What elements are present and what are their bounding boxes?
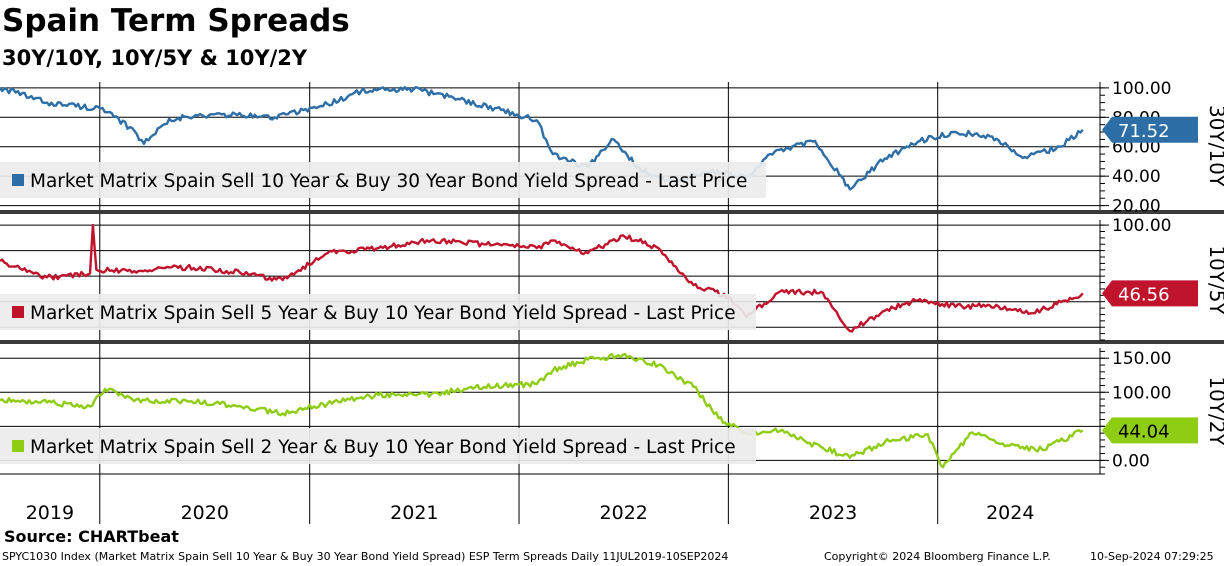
chart-subtitle: 30Y/10Y, 10Y/5Y & 10Y/2Y: [2, 46, 308, 70]
legend-label: Market Matrix Spain Sell 2 Year & Buy 10…: [30, 437, 736, 458]
x-tick-label: 2021: [390, 502, 438, 524]
series-line: [0, 86, 1084, 191]
y-tick-label: 100.00: [1112, 79, 1171, 99]
last-value-badge: [1102, 116, 1198, 143]
panel-right-label: 10Y/5Y: [1205, 245, 1224, 315]
legend-swatch: [12, 174, 24, 186]
legend-layer: Market Matrix Spain Sell 10 Year & Buy 3…: [0, 162, 766, 464]
x-tick-label: 2024: [986, 502, 1034, 524]
x-tick-label: 2022: [600, 502, 648, 524]
legend-label: Market Matrix Spain Sell 5 Year & Buy 10…: [30, 303, 736, 324]
legend-box: [0, 294, 756, 330]
footer-description: SPYC1030 Index (Market Matrix Spain Sell…: [2, 550, 729, 563]
legend-box: [0, 428, 756, 464]
x-tick-label: 2019: [26, 502, 74, 524]
axis-layer: 100.0080.0060.0040.0020.0030Y/10Y71.5210…: [26, 79, 1224, 524]
footer-copyright: Copyright© 2024 Bloomberg Finance L.P.: [824, 550, 1051, 563]
last-value-label: 71.52: [1118, 121, 1170, 142]
y-tick-label: 0.00: [1112, 451, 1150, 471]
legend-label: Market Matrix Spain Sell 10 Year & Buy 3…: [30, 171, 747, 192]
y-tick-label: 20.00: [1112, 197, 1161, 217]
last-value-badge: [1102, 417, 1198, 444]
x-tick-label: 2023: [809, 502, 857, 524]
panel-right-label: 30Y/10Y: [1205, 105, 1224, 188]
chart-title: Spain Term Spreads: [2, 3, 350, 39]
legend-box: [0, 162, 766, 198]
series-line: [0, 352, 1084, 469]
legend-swatch: [12, 440, 24, 452]
source-note: Source: CHARTbeat: [4, 527, 179, 546]
y-tick-label: 100.00: [1112, 216, 1171, 236]
last-value-label: 44.04: [1118, 421, 1170, 442]
last-value-badge: [1102, 280, 1198, 307]
series-line: [0, 223, 1084, 333]
legend-swatch: [12, 306, 24, 318]
y-tick-label: 40.00: [1112, 167, 1161, 187]
x-tick-label: 2020: [181, 502, 229, 524]
footer-timestamp: 10-Sep-2024 07:29:25: [1090, 550, 1214, 563]
series-layer: [0, 86, 1084, 469]
panel-separator: [0, 340, 1224, 344]
y-tick-label: 150.00: [1112, 349, 1171, 369]
panel-separator: [0, 210, 1224, 214]
panel-right-label: 10Y/2Y: [1205, 376, 1224, 446]
last-value-label: 46.56: [1118, 284, 1170, 305]
y-tick-label: 100.00: [1112, 383, 1171, 403]
